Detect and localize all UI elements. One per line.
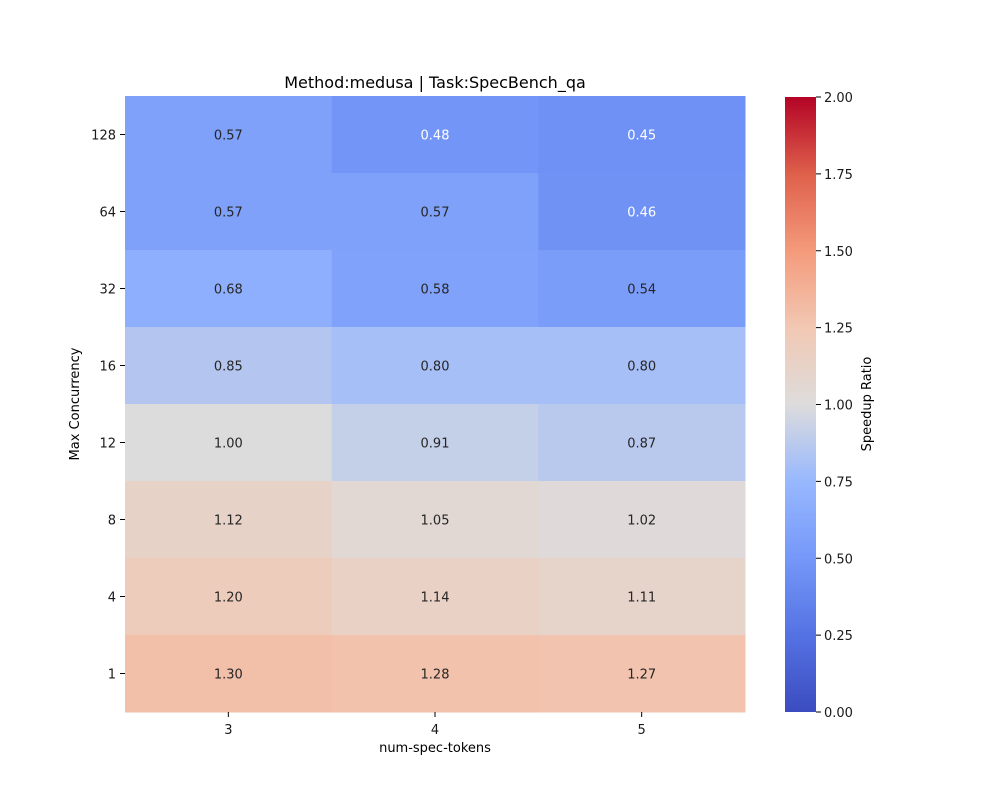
heatmap-cell xyxy=(331,327,539,405)
cell-value-label: 0.54 xyxy=(627,283,656,298)
heatmap-cell xyxy=(331,173,539,251)
heatmap-cell xyxy=(538,96,746,174)
heatmap-cell xyxy=(538,635,746,713)
cell-value-label: 0.57 xyxy=(421,206,450,221)
heatmap-cell xyxy=(538,481,746,559)
heatmap-cell xyxy=(538,173,746,251)
colorbar-tick-label: 1.25 xyxy=(824,322,853,337)
cell-value-label: 0.57 xyxy=(214,129,243,144)
heatmap-cell xyxy=(331,250,539,328)
cell-value-label: 0.68 xyxy=(214,283,243,298)
heatmap-cell xyxy=(538,558,746,636)
x-tick-label: 5 xyxy=(638,723,646,738)
y-tick-label: 32 xyxy=(99,283,116,298)
colorbar-tick-label: 0.00 xyxy=(824,706,853,721)
heatmap-cell xyxy=(125,481,333,559)
heatmap-cell xyxy=(331,404,539,482)
heatmap-cell xyxy=(125,96,333,174)
y-tick-label: 64 xyxy=(99,206,116,221)
colorbar-tick-label: 0.25 xyxy=(824,629,853,644)
heatmap-cell xyxy=(331,558,539,636)
cell-value-label: 1.14 xyxy=(421,591,450,606)
cell-value-label: 0.46 xyxy=(627,206,656,221)
x-tick-label: 4 xyxy=(431,723,439,738)
y-tick-label: 16 xyxy=(99,360,116,375)
chart-title: Method:medusa | Task:SpecBench_qa xyxy=(284,73,586,93)
y-tick-label: 128 xyxy=(91,129,116,144)
y-tick-label: 4 xyxy=(108,591,116,606)
cell-value-label: 1.28 xyxy=(421,668,450,683)
cell-value-label: 0.91 xyxy=(421,437,450,452)
cell-value-label: 0.58 xyxy=(421,283,450,298)
cell-value-label: 1.05 xyxy=(421,514,450,529)
colorbar-tick-label: 2.00 xyxy=(824,91,853,106)
y-axis-label: Max Concurrency xyxy=(68,347,83,460)
cell-value-label: 0.45 xyxy=(627,129,656,144)
colorbar-ticks: 0.00 0.25 0.50 0.75 1.00 1.25 1.50 1.75 2.00 xyxy=(816,91,853,721)
heatmap-cell xyxy=(538,327,746,405)
cell-value-label: 1.20 xyxy=(214,591,243,606)
colorbar xyxy=(785,97,816,712)
heatmap-cell xyxy=(125,404,333,482)
colorbar-tick-label: 1.00 xyxy=(824,399,853,414)
cell-value-label: 0.85 xyxy=(214,360,243,375)
cell-value-label: 1.00 xyxy=(214,437,243,452)
cell-value-label: 0.80 xyxy=(421,360,450,375)
cell-value-label: 1.02 xyxy=(627,514,656,529)
x-axis-label: num-spec-tokens xyxy=(379,741,491,756)
heatmap-cell xyxy=(331,96,539,174)
cell-value-label: 1.11 xyxy=(627,591,656,606)
cell-value-label: 0.48 xyxy=(421,129,450,144)
heatmap-cell xyxy=(125,635,333,713)
heatmap-cell xyxy=(331,481,539,559)
cell-value-label: 0.80 xyxy=(627,360,656,375)
cell-value-label: 1.27 xyxy=(627,668,656,683)
heatmap-cell xyxy=(125,250,333,328)
x-axis-ticks: 3 4 5 xyxy=(224,712,646,738)
y-tick-label: 8 xyxy=(108,514,116,529)
heatmap-cell xyxy=(125,173,333,251)
colorbar-tick-label: 0.75 xyxy=(824,475,853,490)
y-tick-label: 1 xyxy=(108,668,116,683)
y-tick-label: 12 xyxy=(99,437,116,452)
heatmap-cell xyxy=(125,558,333,636)
heatmap-cell xyxy=(538,404,746,482)
cell-value-label: 0.57 xyxy=(214,206,243,221)
colorbar-tick-label: 0.50 xyxy=(824,552,853,567)
cell-value-label: 1.12 xyxy=(214,514,243,529)
x-tick-label: 3 xyxy=(224,723,232,738)
colorbar-tick-label: 1.50 xyxy=(824,245,853,260)
heatmap-cell xyxy=(331,635,539,713)
heatmap-cell xyxy=(125,327,333,405)
heatmap-cells: 0.57 0.48 0.45 0.57 0.57 0.46 0.68 0.58 0.54 0.85… xyxy=(125,96,746,713)
cell-value-label: 1.30 xyxy=(214,668,243,683)
cell-value-label: 0.87 xyxy=(627,437,656,452)
heatmap-cell xyxy=(538,250,746,328)
colorbar-label: Speedup Ratio xyxy=(860,357,875,452)
colorbar-tick-label: 1.75 xyxy=(824,168,853,183)
